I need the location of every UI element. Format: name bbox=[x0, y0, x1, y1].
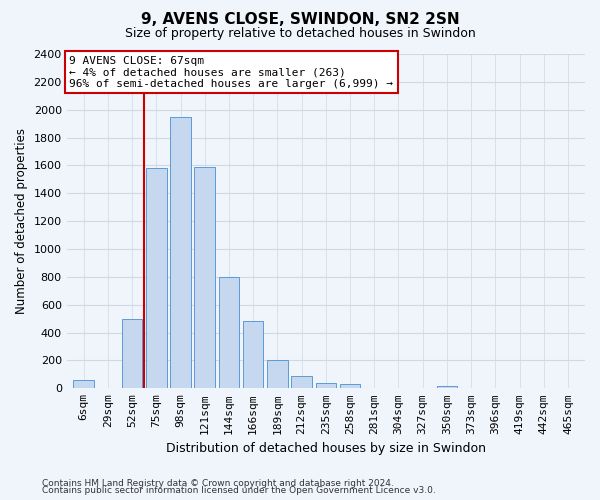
Bar bbox=[267, 360, 287, 388]
Text: 9, AVENS CLOSE, SWINDON, SN2 2SN: 9, AVENS CLOSE, SWINDON, SN2 2SN bbox=[140, 12, 460, 28]
Bar bbox=[340, 384, 361, 388]
Y-axis label: Number of detached properties: Number of detached properties bbox=[15, 128, 28, 314]
Bar bbox=[122, 318, 142, 388]
Bar bbox=[243, 322, 263, 388]
Bar bbox=[218, 277, 239, 388]
Bar bbox=[146, 168, 167, 388]
X-axis label: Distribution of detached houses by size in Swindon: Distribution of detached houses by size … bbox=[166, 442, 486, 455]
Text: 9 AVENS CLOSE: 67sqm
← 4% of detached houses are smaller (263)
96% of semi-detac: 9 AVENS CLOSE: 67sqm ← 4% of detached ho… bbox=[69, 56, 393, 89]
Text: Contains HM Land Registry data © Crown copyright and database right 2024.: Contains HM Land Registry data © Crown c… bbox=[42, 478, 394, 488]
Bar bbox=[437, 386, 457, 388]
Bar bbox=[292, 376, 312, 388]
Text: Size of property relative to detached houses in Swindon: Size of property relative to detached ho… bbox=[125, 28, 475, 40]
Bar bbox=[316, 384, 336, 388]
Text: Contains public sector information licensed under the Open Government Licence v3: Contains public sector information licen… bbox=[42, 486, 436, 495]
Bar bbox=[170, 116, 191, 388]
Bar bbox=[73, 380, 94, 388]
Bar bbox=[194, 167, 215, 388]
